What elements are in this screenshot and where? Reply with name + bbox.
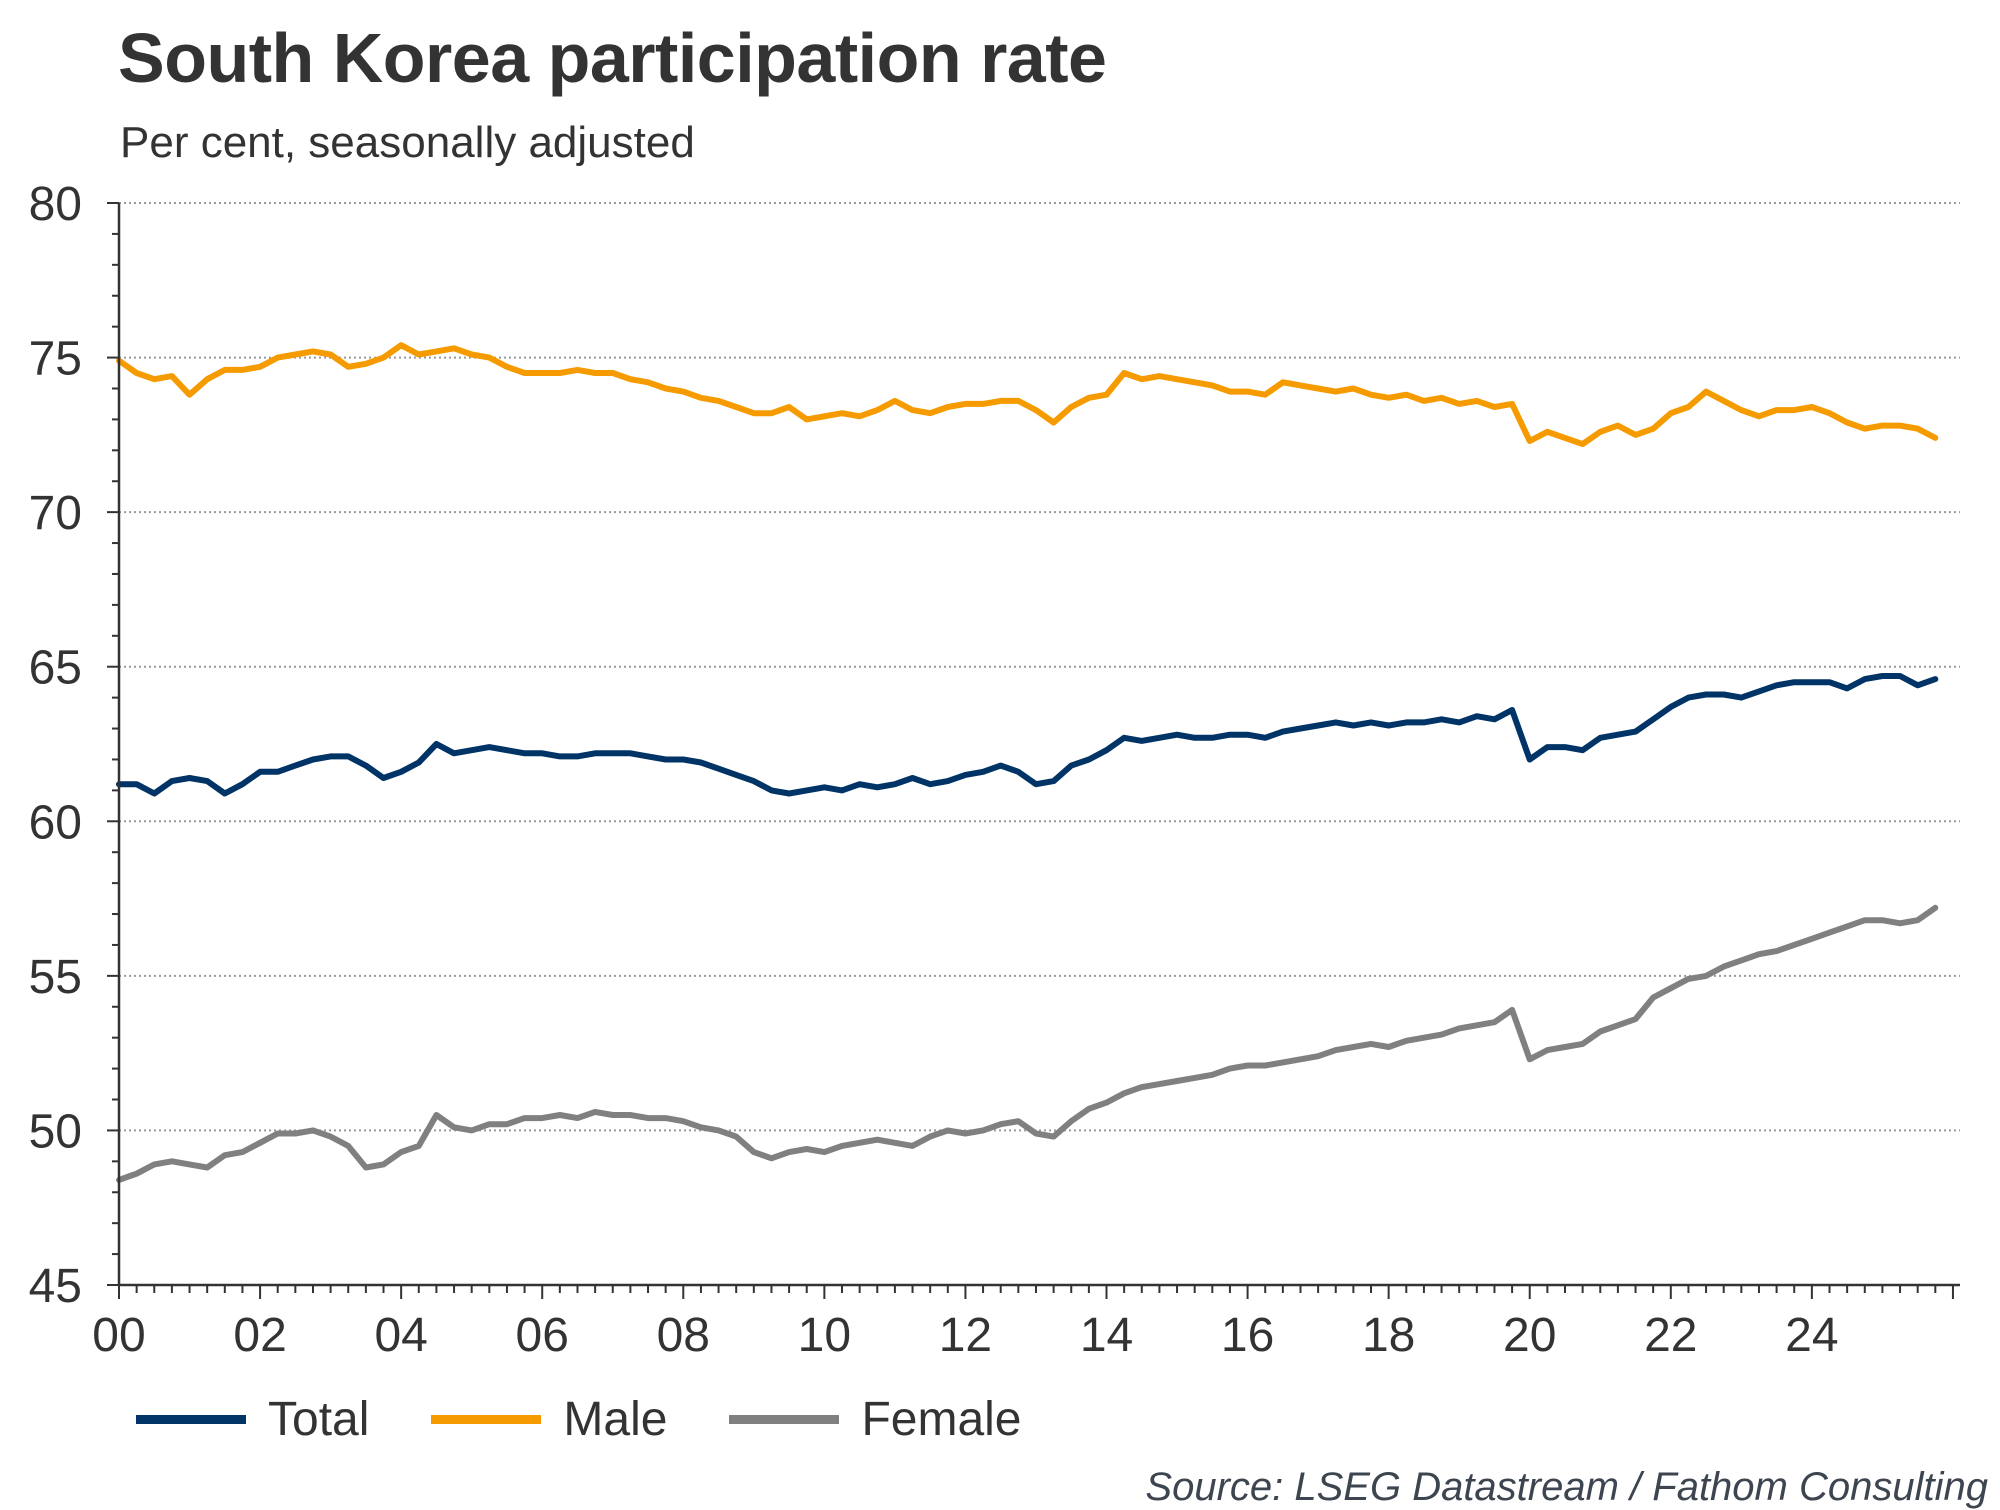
- y-tick-label: 75: [29, 333, 82, 386]
- x-tick-label: 18: [1362, 1309, 1415, 1362]
- legend: Total Male Female: [136, 1392, 1084, 1447]
- series-line-male: [116, 342, 1939, 448]
- x-tick-label: 20: [1503, 1309, 1556, 1362]
- legend-item-total: Total: [136, 1392, 369, 1447]
- chart-subtitle: Per cent, seasonally adjusted: [120, 118, 695, 167]
- y-tick-label: 50: [29, 1105, 82, 1158]
- x-tick-label: 24: [1785, 1309, 1838, 1362]
- x-tick-label: 08: [657, 1309, 710, 1362]
- legend-label-female: Female: [861, 1393, 1022, 1446]
- x-tick-label: 10: [798, 1309, 851, 1362]
- legend-swatch-female: [729, 1415, 840, 1424]
- legend-label-total: Total: [268, 1393, 370, 1446]
- legend-swatch-male: [431, 1415, 542, 1424]
- x-axis-labels: 00 02 04 06 08 10 12 14 16 18 20 22 24: [92, 1309, 1838, 1362]
- y-tick-label: 65: [29, 642, 82, 695]
- x-tick-label: 06: [516, 1309, 569, 1362]
- legend-item-female: Female: [729, 1392, 1022, 1447]
- x-tick-label: 04: [374, 1309, 427, 1362]
- x-tick-label: 00: [92, 1309, 145, 1362]
- series-line-female: [116, 904, 1939, 1183]
- y-tick-label: 55: [29, 951, 82, 1004]
- chart-title: South Korea participation rate: [118, 19, 1107, 97]
- legend-label-male: Male: [563, 1393, 668, 1446]
- gridlines: [119, 202, 1960, 1132]
- axes: [107, 202, 1960, 1299]
- y-tick-label: 60: [29, 796, 82, 849]
- source-note: Source: LSEG Datastream / Fathom Consult…: [1145, 1465, 1988, 1509]
- x-tick-label: 02: [233, 1309, 286, 1362]
- x-tick-label: 22: [1644, 1309, 1697, 1362]
- y-tick-label: 45: [29, 1260, 82, 1313]
- legend-item-male: Male: [431, 1392, 667, 1447]
- y-tick-label: 70: [29, 487, 82, 540]
- legend-swatch-total: [136, 1415, 246, 1424]
- x-tick-label: 12: [939, 1309, 992, 1362]
- x-tick-label: 16: [1221, 1309, 1274, 1362]
- y-tick-label: 80: [29, 178, 82, 231]
- series-lines: [116, 342, 1939, 1183]
- series-line-total: [116, 673, 1939, 797]
- y-axis-labels: 45 50 55 60 65 70 75 80: [29, 178, 82, 1313]
- x-tick-label: 14: [1080, 1309, 1133, 1362]
